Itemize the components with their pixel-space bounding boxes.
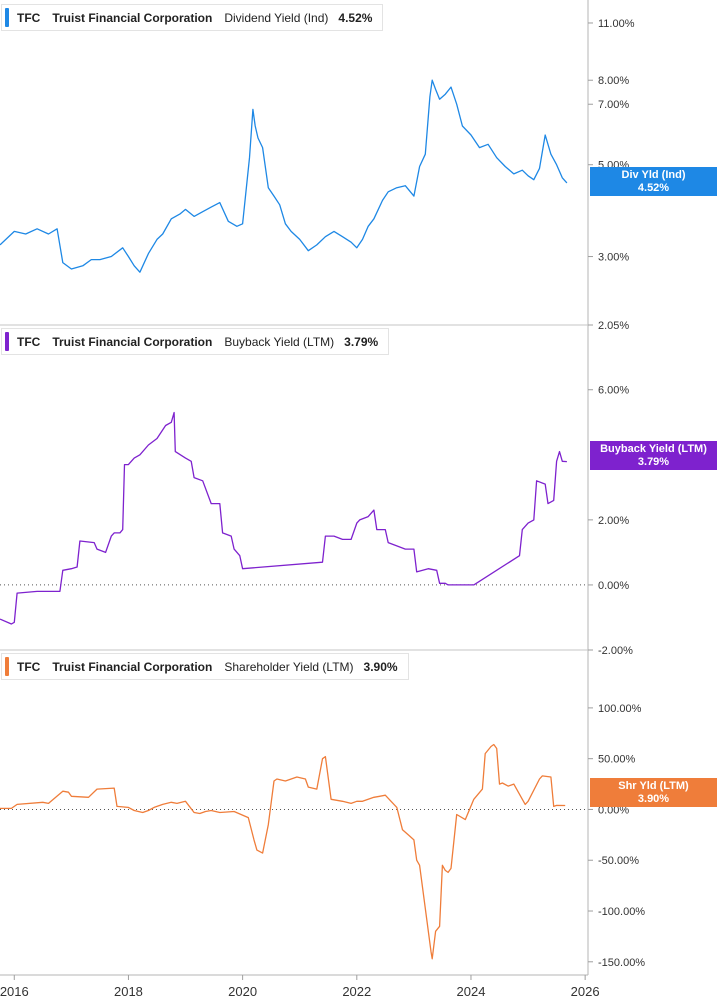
y-tick-label: 0.00% [598,580,629,592]
legend-ticker: TFC [17,659,41,674]
legend-swatch-shareholder [5,657,9,676]
legend-company: Truist Financial Corporation [52,10,213,25]
y-tick-label: 2.00% [598,515,629,527]
y-tick-label: -150.00% [598,957,645,969]
x-tick-label: 2022 [342,984,371,999]
y-tick-label: 7.00% [598,99,629,111]
y-tick-label: 0.00% [598,804,629,816]
y-tick-label: 6.00% [598,385,629,397]
legend-company: Truist Financial Corporation [52,334,213,349]
value-tag-buyback: Buyback Yield (LTM) 3.79% [590,441,717,470]
x-tick-label: 2016 [0,984,29,999]
tag-value: 4.52% [637,182,670,194]
legend-shareholder-yield: TFC Truist Financial Corporation Shareho… [1,653,409,680]
y-tick-label: 100.00% [598,703,642,715]
x-tick-label: 2026 [571,984,600,999]
legend-metric: Buyback Yield (LTM) [224,334,335,349]
value-tag-dividend: Div Yld (Ind) 4.52% [590,167,717,196]
y-tick-label: -2.00% [598,645,633,657]
legend-value: 3.90% [363,659,398,674]
x-tick-label: 2020 [228,984,257,999]
series-line [0,79,568,273]
series-line [0,411,567,625]
tag-value: 3.79% [637,456,670,468]
legend-ticker: TFC [17,10,41,25]
y-tick-label: 2.05% [598,320,629,332]
value-tag-shareholder: Shr Yld (LTM) 3.90% [590,778,717,807]
legend-metric: Shareholder Yield (LTM) [224,659,354,674]
legend-value: 4.52% [338,10,373,25]
legend-value: 3.79% [344,334,379,349]
y-tick-label: 50.00% [598,754,636,766]
legend-company: Truist Financial Corporation [52,659,213,674]
series-line [0,743,566,960]
y-tick-label: -50.00% [598,855,639,867]
y-tick-label: 3.00% [598,252,629,264]
legend-metric: Dividend Yield (Ind) [224,10,329,25]
legend-ticker: TFC [17,334,41,349]
legend-swatch-dividend [5,8,9,27]
y-tick-label: 8.00% [598,75,629,87]
y-tick-label: 11.00% [598,18,635,30]
legend-swatch-buyback [5,332,9,351]
x-tick-label: 2024 [457,984,486,999]
y-tick-label: -100.00% [598,906,645,918]
tag-label: Shr Yld (LTM) [618,780,689,792]
tag-label: Buyback Yield (LTM) [600,443,707,455]
legend-buyback-yield: TFC Truist Financial Corporation Buyback… [1,328,390,355]
legend-dividend-yield: TFC Truist Financial Corporation Dividen… [1,4,384,31]
tag-value: 3.90% [637,793,670,805]
tag-label: Div Yld (Ind) [621,169,686,181]
x-tick-label: 2018 [114,984,143,999]
